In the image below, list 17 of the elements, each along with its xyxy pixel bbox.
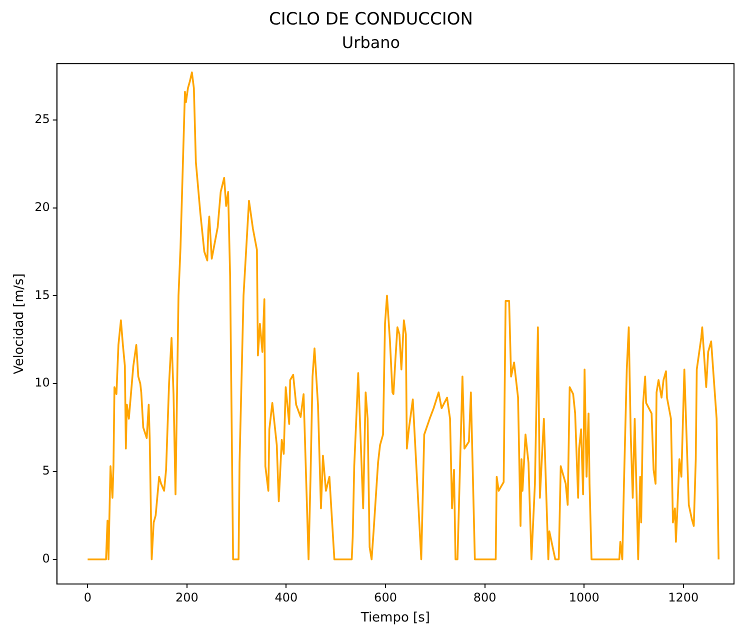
chart-subtitle: Urbano [342, 33, 400, 52]
y-tick-label: 20 [34, 200, 50, 214]
x-axis-title: Tiempo [s] [360, 610, 430, 626]
x-tick-label: 200 [175, 590, 198, 604]
chart-title: CICLO DE CONDUCCION [269, 10, 473, 30]
x-tick-label: 1200 [668, 590, 699, 604]
x-tick-label: 1000 [568, 590, 600, 604]
y-tick-label: 0 [42, 552, 50, 566]
x-tick-label: 400 [274, 590, 298, 604]
y-tick-label: 5 [42, 464, 50, 478]
x-tick-label: 800 [473, 590, 496, 604]
y-axis-title: Velocidad [m/s] [12, 273, 28, 374]
y-tick-label: 15 [34, 288, 50, 302]
x-tick-label: 600 [374, 590, 397, 604]
x-tick-label: 0 [84, 590, 92, 604]
y-tick-label: 10 [34, 376, 50, 390]
y-tick-label: 25 [34, 112, 50, 126]
